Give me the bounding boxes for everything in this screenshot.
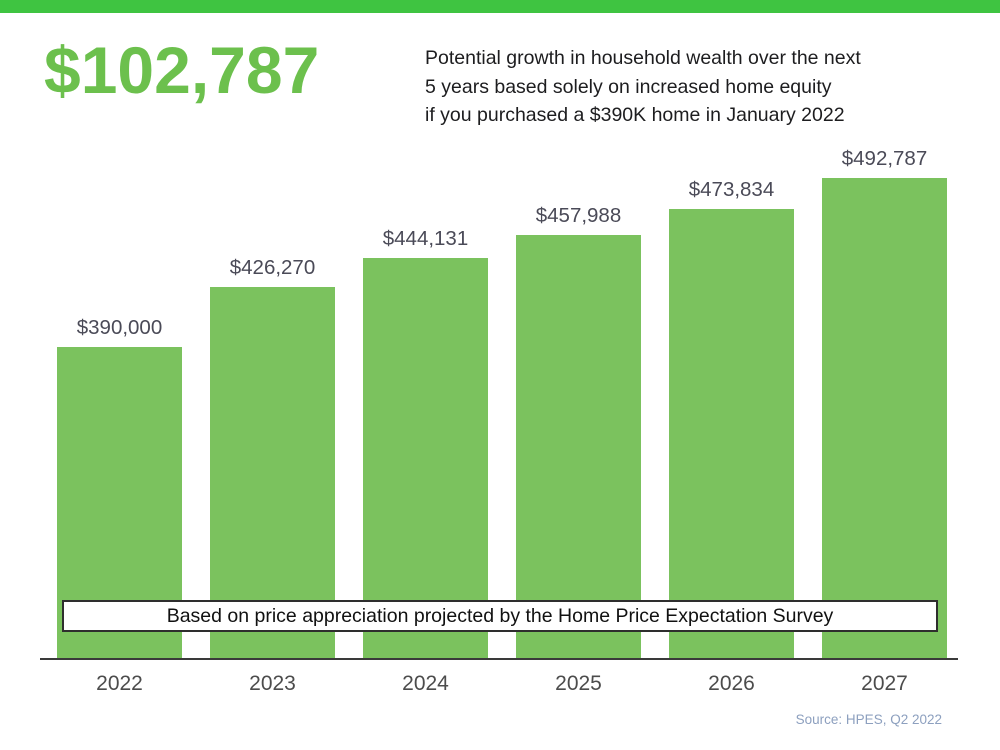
bar-column: $444,131: [363, 227, 488, 660]
bar: [822, 178, 947, 660]
x-axis-tick-label: 2024: [402, 672, 449, 695]
bar-value-label: $457,988: [535, 204, 622, 227]
x-axis-tick-label: 2027: [861, 672, 908, 695]
bars: $390,000 $426,270 $444,131 $457,988 $473,834…: [57, 147, 947, 660]
description-line: 5 years based solely on increased home e…: [425, 75, 832, 98]
bar-column: $457,988: [516, 204, 641, 660]
bar-value-label: $426,270: [229, 256, 316, 279]
bar: [669, 209, 794, 660]
headline-amount: $102,787: [44, 33, 320, 107]
description-line: Potential growth in household wealth ove…: [425, 47, 861, 69]
bar-value-label: $492,787: [841, 147, 928, 170]
bar-column: $492,787: [822, 147, 947, 660]
bar-value-label: $444,131: [382, 227, 469, 250]
x-axis-tick-label: 2023: [249, 672, 296, 695]
top-accent-stripe: [0, 0, 1000, 13]
annotation-text: Based on price appreciation projected by…: [166, 604, 834, 627]
description-line: if you purchased a $390K home in January…: [425, 104, 845, 126]
bar: [210, 287, 335, 660]
source-text: Source: HPES, Q2 2022: [795, 712, 942, 727]
bar-column: $426,270: [210, 256, 335, 660]
bar: [363, 258, 488, 660]
headline-description: Potential growth in household wealth ove…: [425, 44, 861, 130]
x-axis-line: [40, 658, 958, 660]
bar: [516, 235, 641, 660]
year-labels: 2022 2023 2024 2025 2026 2027: [57, 672, 947, 696]
bar-chart: $390,000 $426,270 $444,131 $457,988 $473,834…: [0, 140, 1000, 660]
x-axis-tick-label: 2025: [555, 672, 602, 695]
bar-column: $473,834: [669, 178, 794, 660]
x-axis-tick-label: 2026: [708, 672, 755, 695]
bar-value-label: $390,000: [76, 316, 163, 339]
x-axis-tick-label: 2022: [96, 672, 143, 695]
bar-value-label: $473,834: [688, 178, 775, 201]
annotation-box: Based on price appreciation projected by…: [62, 600, 938, 632]
